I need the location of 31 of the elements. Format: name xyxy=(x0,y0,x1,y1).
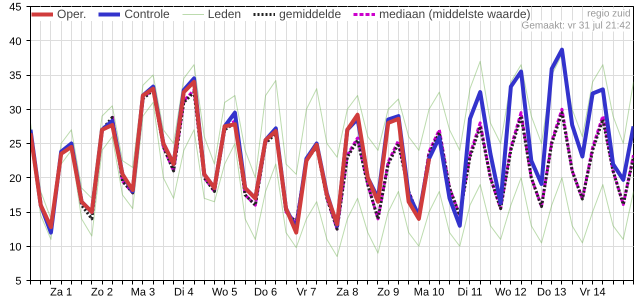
x-tick-label: Di 11 xyxy=(458,286,482,298)
x-tick-label: Za 8 xyxy=(336,286,358,298)
x-tick-label: Do 6 xyxy=(254,286,278,298)
line-series xyxy=(30,80,432,235)
x-tick-label: Vr 14 xyxy=(580,286,606,298)
y-tick-label: 25 xyxy=(9,138,22,150)
legend-label: Oper. xyxy=(57,7,86,21)
x-tick-label: Wo 12 xyxy=(495,286,527,298)
x-tick-label: Ma 3 xyxy=(130,286,156,298)
x-tick-label: Di 4 xyxy=(174,286,194,298)
legend-label: Controle xyxy=(124,7,170,21)
legend-label: gemiddelde xyxy=(279,7,342,21)
y-tick-label: 10 xyxy=(9,241,22,254)
x-tick-label: Zo 9 xyxy=(377,286,400,298)
x-tick-label: Ma 10 xyxy=(414,286,444,298)
y-tick-label: 35 xyxy=(9,70,22,82)
legend-label: Leden xyxy=(208,7,242,21)
x-tick-label: Vr 7 xyxy=(296,286,316,298)
y-tick-label: 40 xyxy=(9,36,22,48)
y-tick-label: 15 xyxy=(9,207,22,219)
annotation: regio zuid xyxy=(587,8,630,20)
y-tick-label: 30 xyxy=(9,104,22,116)
x-tick-label: Zo 2 xyxy=(91,286,114,298)
x-tick-label: Wo 5 xyxy=(212,286,238,298)
annotation: Gemaakt: vr 31 jul 21:42 xyxy=(522,20,631,32)
y-tick-label: 45 xyxy=(9,2,22,14)
legend-label: mediaan (middelste waarde) xyxy=(379,7,531,21)
x-tick-label: Do 13 xyxy=(537,286,566,298)
y-tick-label: 20 xyxy=(9,172,22,185)
x-tick-label: Za 1 xyxy=(50,286,72,298)
y-tick-label: 5 xyxy=(15,276,22,288)
